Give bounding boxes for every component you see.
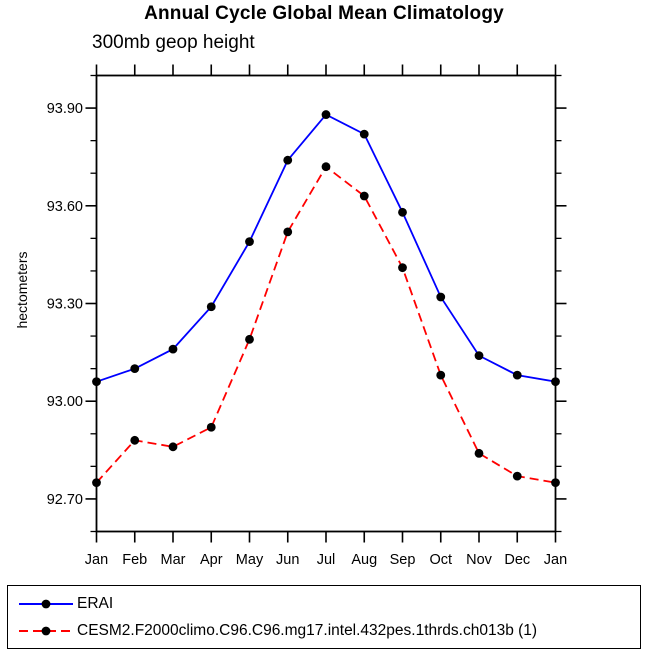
data-point-marker bbox=[92, 377, 101, 387]
x-axis-labels: Jan Feb Mar Apr May Jun Jul Aug Sep Oct Nov Dec Jan bbox=[85, 552, 567, 568]
y-axis-labels: 92.70 93.00 93.30 93.60 93.90 bbox=[47, 101, 83, 508]
plot-frame bbox=[95, 74, 557, 533]
series-markers-erai bbox=[92, 110, 560, 387]
data-point-marker bbox=[551, 377, 560, 387]
data-point-marker bbox=[245, 237, 254, 247]
data-point-marker bbox=[283, 155, 293, 165]
x-tick-label: Apr bbox=[200, 552, 223, 568]
x-tick-label: Aug bbox=[351, 552, 377, 568]
y-tick-label: 93.90 bbox=[47, 101, 83, 117]
y-tick-label: 93.60 bbox=[47, 199, 83, 215]
x-tick-label: Jul bbox=[317, 552, 336, 568]
data-point-marker bbox=[474, 448, 484, 458]
data-point-marker bbox=[245, 334, 254, 344]
cesm2-line-sample-icon bbox=[19, 626, 73, 635]
y-tick-label: 92.70 bbox=[47, 492, 83, 508]
legend-label-erai: ERAI bbox=[77, 594, 114, 612]
data-point-marker bbox=[359, 191, 369, 201]
data-point-marker bbox=[512, 370, 522, 380]
data-point-marker bbox=[512, 471, 522, 481]
x-tick-label: Nov bbox=[466, 552, 493, 568]
data-point-marker bbox=[168, 442, 178, 452]
x-tick-label: Feb bbox=[122, 552, 147, 568]
legend: ERAI CESM2.F2000climo.C96.C96.mg17.intel… bbox=[7, 585, 641, 649]
series-markers-cesm2 bbox=[92, 162, 560, 488]
chart-subtitle: 300mb geop height bbox=[92, 32, 255, 53]
data-point-marker bbox=[321, 162, 331, 172]
x-tick-label: Oct bbox=[429, 552, 452, 568]
data-point-marker bbox=[321, 110, 331, 119]
series-line-cesm2 bbox=[95, 165, 556, 484]
x-tick-label: Sep bbox=[390, 552, 416, 568]
data-point-marker bbox=[398, 207, 407, 217]
y-tick-label: 93.00 bbox=[47, 394, 83, 410]
x-tick-label: Jan bbox=[544, 552, 567, 568]
data-point-marker bbox=[92, 478, 101, 488]
data-point-marker bbox=[436, 370, 446, 380]
x-tick-label: Dec bbox=[504, 552, 530, 568]
data-point-marker bbox=[130, 435, 140, 445]
data-point-marker bbox=[474, 351, 484, 361]
legend-sample-marker bbox=[41, 599, 51, 608]
series-line-erai bbox=[96, 113, 556, 383]
data-point-marker bbox=[551, 478, 560, 488]
legend-row-cesm2: CESM2.F2000climo.C96.C96.mg17.intel.432p… bbox=[18, 617, 640, 644]
x-tick-label: Jan bbox=[85, 552, 108, 568]
legend-sample-marker bbox=[41, 626, 51, 635]
data-point-marker bbox=[283, 227, 293, 237]
y-tick-label: 93.30 bbox=[47, 297, 83, 313]
data-point-marker bbox=[398, 263, 407, 273]
data-point-marker bbox=[359, 129, 369, 139]
erai-line-sample-icon bbox=[19, 599, 73, 608]
y-axis-ticks bbox=[85, 74, 567, 533]
x-tick-label: Jun bbox=[276, 552, 299, 568]
data-point-marker bbox=[436, 292, 446, 302]
legend-row-erai: ERAI bbox=[18, 590, 640, 617]
data-point-marker bbox=[206, 302, 216, 312]
x-tick-label: May bbox=[236, 552, 264, 568]
legend-label-cesm2: CESM2.F2000climo.C96.C96.mg17.intel.432p… bbox=[77, 621, 538, 639]
chart-title: Annual Cycle Global Mean Climatology bbox=[144, 3, 504, 24]
x-axis-ticks bbox=[95, 64, 557, 543]
x-tick-label: Mar bbox=[161, 552, 186, 568]
data-point-marker bbox=[168, 344, 178, 354]
data-point-marker bbox=[130, 364, 140, 374]
data-point-marker bbox=[206, 422, 216, 432]
